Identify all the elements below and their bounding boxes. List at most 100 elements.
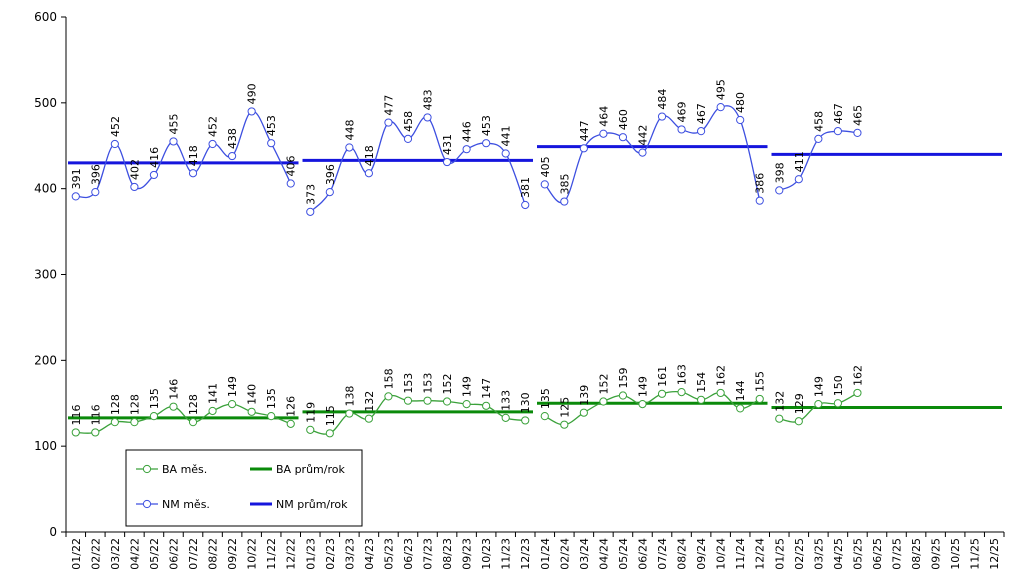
legend-swatch-marker — [142, 464, 152, 474]
data-label: 465 — [851, 105, 864, 126]
data-label: 162 — [715, 365, 728, 386]
x-tick-label: 08/25 — [910, 538, 923, 570]
data-label: 469 — [676, 101, 689, 122]
data-label: 490 — [246, 83, 259, 104]
data-point — [247, 107, 256, 116]
legend-label: BA prům/rok — [276, 463, 345, 476]
data-point — [657, 389, 667, 398]
data-point — [755, 394, 764, 404]
data-label: 138 — [343, 386, 356, 407]
data-point — [657, 112, 667, 121]
data-label: 158 — [382, 368, 395, 389]
data-label: 129 — [793, 393, 806, 414]
data-label: 132 — [363, 391, 376, 412]
data-point — [697, 127, 706, 136]
data-point — [345, 409, 354, 418]
x-tick-label: 11/25 — [969, 538, 982, 570]
data-label: 402 — [128, 159, 141, 180]
data-label: 452 — [207, 116, 220, 137]
data-point — [716, 103, 725, 112]
data-label: 418 — [187, 145, 200, 166]
data-label: 441 — [500, 125, 513, 146]
data-point — [814, 400, 823, 409]
data-label: 152 — [441, 374, 454, 395]
data-label: 431 — [441, 134, 454, 155]
x-tick-label: 06/24 — [636, 538, 649, 570]
x-tick-label: 02/25 — [793, 538, 806, 570]
legend-label: NM měs. — [162, 498, 210, 511]
data-point — [188, 418, 198, 427]
data-point — [247, 407, 256, 416]
data-label: 418 — [363, 145, 376, 166]
data-label: 452 — [109, 116, 122, 137]
x-tick-label: 04/25 — [832, 538, 845, 570]
data-label: 396 — [324, 164, 337, 185]
data-label: 480 — [734, 92, 747, 113]
x-tick-label: 03/25 — [812, 538, 825, 570]
data-label: 128 — [109, 394, 122, 415]
legend-label: BA měs. — [162, 463, 207, 476]
data-point — [775, 186, 784, 195]
x-tick-label: 05/25 — [851, 538, 864, 570]
data-label: 467 — [832, 103, 845, 124]
data-point — [364, 414, 373, 423]
x-tick-label: 09/23 — [461, 538, 474, 570]
data-point — [169, 402, 178, 411]
data-label: 464 — [597, 106, 610, 127]
legend-label: NM prům/rok — [276, 498, 348, 511]
data-label: 381 — [519, 177, 532, 198]
x-tick-label: 06/25 — [871, 538, 884, 570]
data-label: 398 — [773, 162, 786, 183]
x-tick-label: 10/24 — [715, 538, 728, 570]
x-tick-label: 06/23 — [402, 538, 415, 570]
data-label: 453 — [480, 115, 493, 136]
x-tick-label: 03/23 — [343, 538, 356, 570]
data-point — [345, 143, 354, 152]
data-label: 460 — [617, 109, 630, 130]
data-label: 161 — [656, 366, 669, 387]
data-point — [736, 404, 745, 413]
x-tick-label: 11/24 — [734, 538, 747, 570]
data-label: 411 — [793, 151, 806, 172]
x-tick-label: 09/22 — [226, 538, 239, 570]
data-point — [149, 412, 159, 421]
x-tick-label: 06/22 — [167, 538, 180, 570]
data-point — [853, 128, 862, 137]
data-point — [306, 207, 315, 216]
data-label: 135 — [265, 388, 278, 409]
x-tick-label: 12/22 — [285, 538, 298, 570]
data-label: 162 — [851, 365, 864, 386]
x-tick-label: 08/22 — [207, 538, 220, 570]
x-tick-label: 04/24 — [597, 538, 610, 570]
legend-box — [125, 449, 363, 527]
data-label: 149 — [461, 376, 474, 397]
x-tick-label: 07/25 — [891, 538, 904, 570]
data-point — [71, 428, 80, 437]
data-label: 405 — [539, 156, 552, 177]
x-tick-label: 12/24 — [754, 538, 767, 570]
data-label: 135 — [148, 388, 161, 409]
data-label: 458 — [812, 111, 825, 132]
data-point — [364, 169, 373, 178]
y-tick-label: 300 — [34, 268, 57, 282]
data-point — [130, 182, 139, 192]
data-label: 119 — [304, 402, 317, 423]
x-tick-label: 12/25 — [988, 538, 1001, 570]
data-label: 442 — [636, 125, 649, 146]
legend-swatch-marker — [142, 499, 152, 509]
data-label: 495 — [715, 79, 728, 100]
data-point — [540, 180, 549, 189]
data-point — [384, 118, 393, 127]
data-label: 139 — [578, 385, 591, 406]
x-tick-label: 01/24 — [539, 538, 552, 570]
data-point — [169, 137, 178, 146]
x-tick-label: 10/25 — [949, 538, 962, 570]
x-tick-label: 07/23 — [422, 538, 435, 570]
data-label: 373 — [304, 184, 317, 205]
data-point — [599, 129, 608, 138]
data-label: 152 — [597, 374, 610, 395]
data-label: 483 — [422, 89, 435, 110]
data-point — [149, 170, 159, 180]
